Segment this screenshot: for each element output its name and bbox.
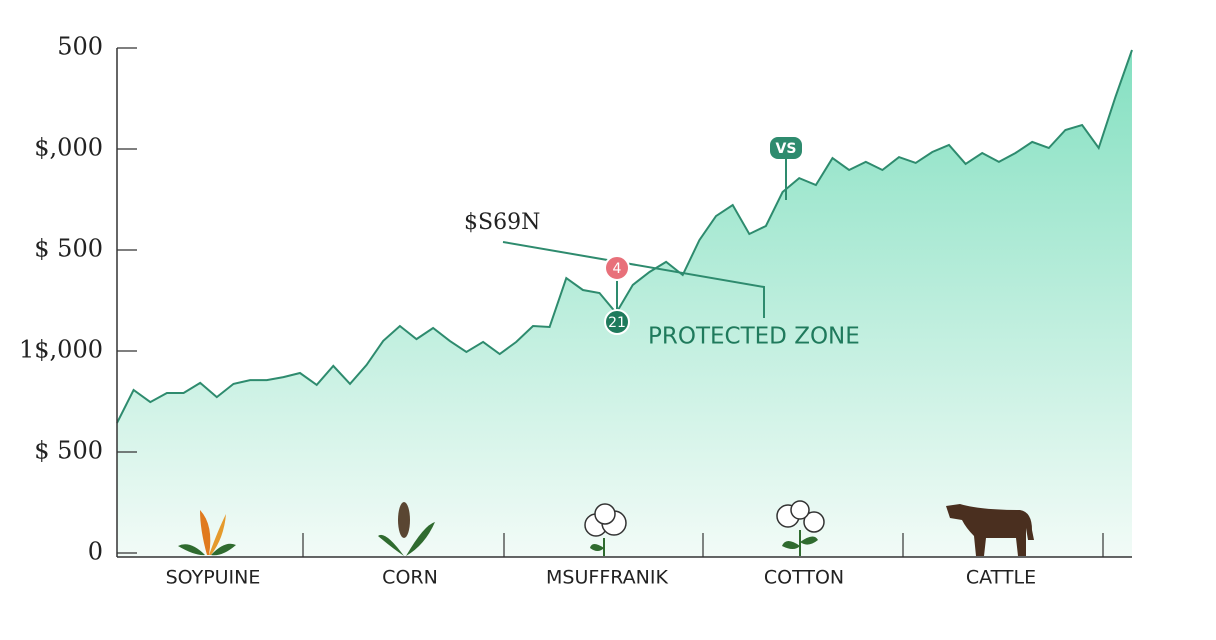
- badge: [604, 255, 630, 281]
- plot-area: [116, 49, 1133, 557]
- icon-cotton-2: [776, 500, 825, 556]
- icon-cotton: [584, 503, 627, 556]
- y-tick-label: $ 500: [34, 437, 103, 465]
- annotation: 4: [613, 261, 622, 277]
- x-tick-label: COTTON: [764, 567, 844, 589]
- annotation: $S69N: [464, 210, 540, 235]
- x-tick-label: MSUFFRANIK: [546, 567, 668, 589]
- icon-cattle: [946, 504, 1034, 556]
- area: [117, 50, 1132, 557]
- y-tick-label: 0: [88, 538, 103, 566]
- annotation: VS: [776, 141, 797, 157]
- x-tick-label: CATTLE: [966, 567, 1036, 589]
- x-ticks: [302, 533, 1104, 557]
- badge: [770, 137, 802, 159]
- x-tick-label: SOYPUINE: [166, 567, 261, 589]
- y-tick-label: 1$,000: [19, 336, 103, 364]
- icon-soy: [178, 510, 236, 556]
- annotation: PROTECTED ZONE: [648, 324, 860, 350]
- y-tick-label: $,000: [34, 134, 103, 162]
- icon-corn: [378, 502, 435, 556]
- y-tick-label: 500: [57, 33, 103, 61]
- badge: [604, 309, 630, 335]
- annotation: 21: [608, 315, 626, 331]
- x-tick-label: CORN: [382, 567, 438, 589]
- y-tick-label: $ 500: [34, 235, 103, 263]
- line: [116, 49, 1133, 424]
